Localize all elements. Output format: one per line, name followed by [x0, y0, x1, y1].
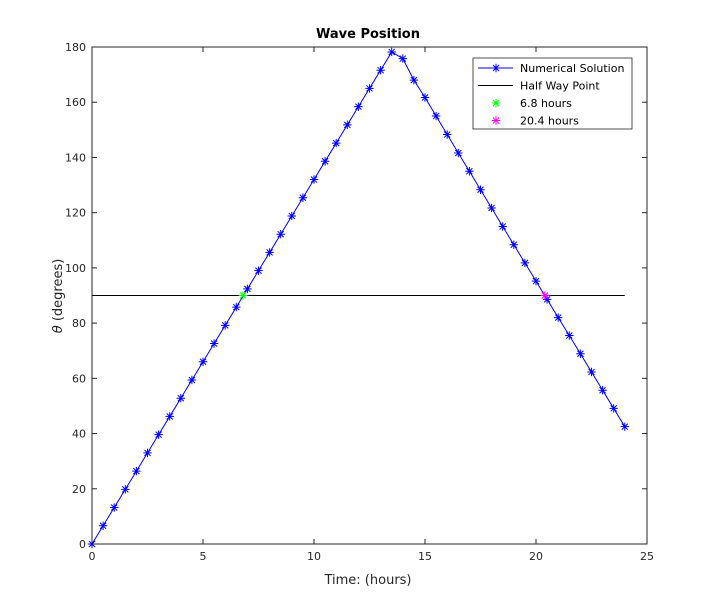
data-point: [376, 65, 385, 75]
data-point: [187, 375, 197, 385]
axes-box: [91, 46, 648, 545]
legend-box: [472, 57, 633, 130]
data-point: [365, 84, 374, 93]
data-point: [565, 331, 574, 340]
legend-entries: Numerical Solution Half Way Point 6.8 hour…: [478, 62, 624, 128]
data-point: [609, 404, 618, 413]
y-tick-label: 180: [65, 41, 86, 54]
series-0: [87, 47, 629, 549]
data-point: [287, 211, 296, 221]
x-tick-label: 15: [418, 550, 432, 563]
data-point: [354, 102, 363, 111]
y-tick-label: 80: [72, 317, 86, 330]
y-tick-label: 100: [65, 262, 86, 275]
x-tick-label: 5: [200, 550, 207, 563]
y-tick-label: 160: [65, 96, 86, 109]
data-point: [98, 521, 108, 530]
legend: Numerical Solution Half Way Point 6.8 hour…: [472, 57, 633, 130]
legend-marker: [491, 63, 501, 73]
data-point: [232, 302, 241, 312]
y-axis-label: θ (degrees): [51, 259, 66, 334]
data-point: [143, 448, 152, 458]
data-point: [554, 313, 563, 322]
y-tick-label: 40: [72, 428, 86, 441]
data-point: [332, 138, 341, 148]
legend-entry: 20.4 hours: [491, 115, 579, 128]
data-point: [387, 47, 396, 57]
data-point: [121, 485, 130, 494]
y-tick-label: 140: [65, 151, 86, 164]
data-point: [454, 148, 463, 158]
data-point: [132, 466, 141, 476]
data-point: [265, 248, 274, 257]
x-tick-label: 20: [529, 550, 543, 563]
legend-label: 6.8 hours: [520, 97, 572, 110]
data-point: [540, 291, 550, 300]
data-point: [276, 230, 285, 239]
chart-marks: [87, 47, 629, 549]
data-point: [254, 266, 263, 275]
series-2: [238, 291, 248, 300]
data-point: [243, 284, 252, 294]
data-point: [238, 291, 248, 300]
x-axis-label: Time: (hours): [323, 573, 411, 588]
legend-entry: Numerical Solution: [478, 62, 624, 75]
y-axis-label-text: (degrees): [51, 259, 66, 326]
y-tick-label: 60: [72, 372, 86, 385]
data-point: [110, 503, 119, 512]
y-axis-ticks: 0 20 40 60 80 100 120 140 160 180: [65, 41, 647, 551]
data-point: [176, 394, 185, 403]
data-point: [420, 93, 430, 102]
data-point: [465, 167, 474, 176]
data-point: [165, 412, 174, 421]
data-point: [498, 222, 507, 231]
legend-label: Half Way Point: [520, 80, 600, 93]
data-point: [343, 120, 352, 130]
y-tick-label: 120: [65, 207, 86, 220]
data-point: [520, 258, 530, 268]
data-point: [509, 240, 518, 249]
data-point: [487, 203, 496, 213]
data-point: [409, 75, 419, 85]
data-point: [298, 193, 308, 202]
chart-title: Wave Position: [316, 27, 420, 42]
legend-entry: Half Way Point: [478, 80, 600, 93]
legend-entry: 6.8 hours: [491, 97, 572, 110]
legend-marker: [491, 98, 501, 108]
legend-label: Numerical Solution: [520, 62, 624, 75]
data-point: [531, 276, 541, 286]
series-3: [540, 291, 550, 300]
y-axis-label-symbol: θ: [51, 325, 66, 333]
data-point: [221, 321, 230, 330]
data-point: [309, 175, 319, 184]
x-tick-label: 0: [89, 550, 96, 563]
data-point: [587, 367, 596, 377]
data-point: [620, 422, 629, 431]
legend-label: 20.4 hours: [520, 115, 579, 128]
x-axis-ticks: 0 5 10 15 20 25: [89, 47, 654, 563]
data-point: [476, 185, 485, 194]
data-point: [154, 430, 163, 439]
data-point: [198, 357, 208, 366]
y-tick-label: 20: [72, 483, 86, 496]
data-point: [431, 111, 441, 121]
legend-marker: [491, 116, 501, 125]
data-point: [542, 295, 552, 304]
data-point: [209, 339, 219, 348]
y-tick-label: 0: [79, 538, 86, 551]
x-tick-label: 10: [307, 550, 321, 563]
data-point: [443, 130, 452, 139]
x-tick-label: 25: [640, 550, 654, 563]
data-point: [598, 386, 607, 395]
data-point: [576, 349, 585, 358]
data-point: [320, 157, 330, 166]
data-point: [398, 54, 407, 63]
